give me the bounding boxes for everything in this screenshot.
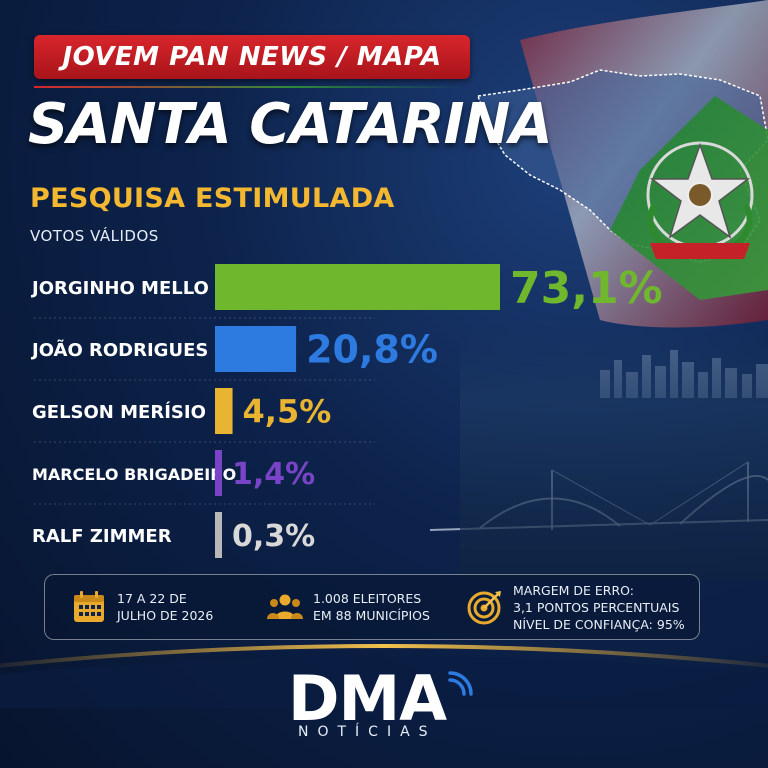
date-block: 17 A 22 DE JULHO DE 2026 — [71, 575, 213, 639]
sample-block: 1.008 ELEITORES EM 88 MUNICÍPIOS — [267, 575, 430, 639]
logo-name: DMA — [288, 662, 447, 735]
candidate-label: JOÃO RODRIGUES — [30, 338, 208, 361]
bar-chart: JORGINHO MELLO 73,1% JOÃO RODRIGUES 20,8% GE… — [30, 263, 663, 558]
margin-block: MARGEM DE ERRO: 3,1 PONTOS PERCENTUAIS N… — [467, 575, 685, 639]
gold-swoosh — [0, 644, 768, 708]
margin-line-3: NÍVEL DE CONFIANÇA: 95% — [513, 616, 685, 632]
margin-line-1: MARGEM DE ERRO: — [513, 582, 634, 598]
margin-line-2: 3,1 PONTOS PERCENTUAIS — [513, 599, 680, 615]
sample-line-1: 1.008 ELEITORES — [313, 591, 422, 606]
candidate-label: JORGINHO MELLO — [30, 278, 209, 299]
target-icon — [467, 591, 501, 625]
city-background — [460, 330, 768, 580]
logo-subtitle: NOTÍCIAS — [298, 724, 437, 740]
source-banner-text: JOVEM PAN NEWS / MAPA — [62, 42, 442, 72]
value-label: 73,1% — [510, 263, 663, 314]
poll-measure: VOTOS VÁLIDOS — [30, 227, 159, 245]
emblem-star-icon — [646, 141, 754, 261]
people-icon — [267, 594, 303, 619]
bar — [215, 512, 222, 558]
bar — [215, 450, 222, 496]
bar — [215, 388, 233, 434]
bar — [215, 326, 297, 372]
value-label: 4,5% — [243, 393, 332, 431]
value-label: 20,8% — [306, 328, 438, 372]
bar — [215, 264, 500, 310]
calendar-icon — [74, 591, 104, 622]
date-line-1: 17 A 22 DE — [117, 591, 187, 606]
dma-logo: DMA — [288, 668, 488, 748]
sample-line-2: EM 88 MUNICÍPIOS — [313, 608, 430, 623]
date-line-2: JULHO DE 2026 — [117, 608, 214, 623]
value-label: 0,3% — [232, 519, 315, 554]
signal-icon — [448, 671, 473, 696]
banner-underline — [34, 86, 464, 88]
value-label: 1,4% — [232, 457, 315, 492]
candidate-label: RALF ZIMMER — [32, 526, 172, 547]
candidate-label: MARCELO BRIGADEIRO — [32, 465, 236, 484]
info-panel: 17 A 22 DE JULHO DE 2026 1.008 ELEITORES… — [44, 574, 700, 640]
page-title: SANTA CATARINA — [28, 92, 553, 157]
poll-type: PESQUISA ESTIMULADA — [30, 183, 395, 214]
source-banner: JOVEM PAN NEWS / MAPA — [34, 35, 470, 79]
candidate-label: GELSON MERÍSIO — [32, 401, 206, 423]
